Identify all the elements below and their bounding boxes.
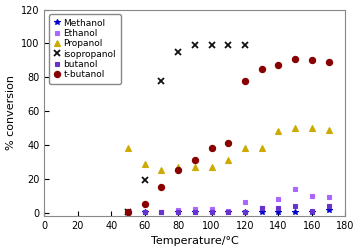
Ethanol (293, 187, 297, 191)
Propanol (210, 165, 214, 168)
Methanol (276, 210, 280, 213)
butanol (243, 210, 247, 213)
butanol (226, 210, 230, 213)
Ethanol (276, 198, 280, 201)
t-butanol (126, 210, 130, 213)
Propanol (293, 127, 297, 130)
Line: butanol: butanol (142, 203, 331, 214)
Methanol (143, 210, 147, 213)
Y-axis label: % conversion: % conversion (5, 75, 15, 150)
isopropanol (159, 79, 163, 82)
butanol (293, 204, 297, 207)
Ethanol (327, 196, 331, 199)
Propanol (243, 147, 247, 150)
Methanol (310, 210, 314, 213)
t-butanol (260, 67, 264, 70)
butanol (310, 209, 314, 212)
Ethanol (176, 209, 180, 212)
t-butanol (243, 79, 247, 82)
t-butanol (193, 159, 197, 162)
X-axis label: Temperature/°C: Temperature/°C (151, 236, 239, 246)
Line: Propanol: Propanol (125, 124, 332, 174)
Propanol (143, 162, 147, 165)
Propanol (226, 159, 230, 162)
Propanol (260, 147, 264, 150)
Ethanol (159, 210, 163, 213)
Methanol (226, 210, 230, 213)
Methanol (243, 210, 247, 213)
t-butanol (159, 186, 163, 189)
Propanol (310, 127, 314, 130)
Legend: Methanol, Ethanol, Propanol, isopropanol, butanol, t-butanol: Methanol, Ethanol, Propanol, isopropanol… (49, 14, 121, 84)
butanol (260, 206, 264, 209)
butanol (143, 210, 147, 213)
Methanol (126, 210, 130, 213)
Line: isopropanol: isopropanol (125, 42, 248, 215)
t-butanol (143, 203, 147, 206)
Propanol (126, 147, 130, 150)
Line: t-butanol: t-butanol (125, 55, 332, 215)
isopropanol (176, 50, 180, 53)
Propanol (193, 165, 197, 168)
Methanol (210, 210, 214, 213)
isopropanol (210, 44, 214, 47)
Line: Methanol: Methanol (125, 207, 331, 214)
Ethanol (243, 201, 247, 204)
Ethanol (193, 208, 197, 211)
isopropanol (143, 179, 147, 182)
Methanol (176, 210, 180, 213)
t-butanol (310, 59, 314, 62)
t-butanol (276, 64, 280, 67)
Ethanol (310, 194, 314, 197)
butanol (210, 210, 214, 213)
butanol (327, 204, 331, 207)
Methanol (260, 210, 264, 213)
Propanol (276, 130, 280, 133)
butanol (276, 206, 280, 209)
Propanol (159, 169, 163, 172)
isopropanol (243, 44, 247, 47)
t-butanol (327, 60, 331, 64)
Ethanol (143, 210, 147, 213)
isopropanol (193, 44, 197, 47)
Methanol (193, 210, 197, 213)
Propanol (327, 128, 331, 131)
Propanol (176, 165, 180, 168)
Ethanol (210, 208, 214, 211)
isopropanol (126, 210, 130, 213)
t-butanol (176, 169, 180, 172)
butanol (159, 210, 163, 213)
isopropanol (226, 44, 230, 47)
t-butanol (293, 57, 297, 60)
Line: Ethanol: Ethanol (142, 186, 331, 214)
Methanol (293, 210, 297, 213)
Methanol (327, 209, 331, 212)
Ethanol (260, 206, 264, 209)
Ethanol (226, 209, 230, 212)
t-butanol (210, 147, 214, 150)
butanol (193, 210, 197, 213)
t-butanol (226, 142, 230, 145)
butanol (176, 210, 180, 213)
